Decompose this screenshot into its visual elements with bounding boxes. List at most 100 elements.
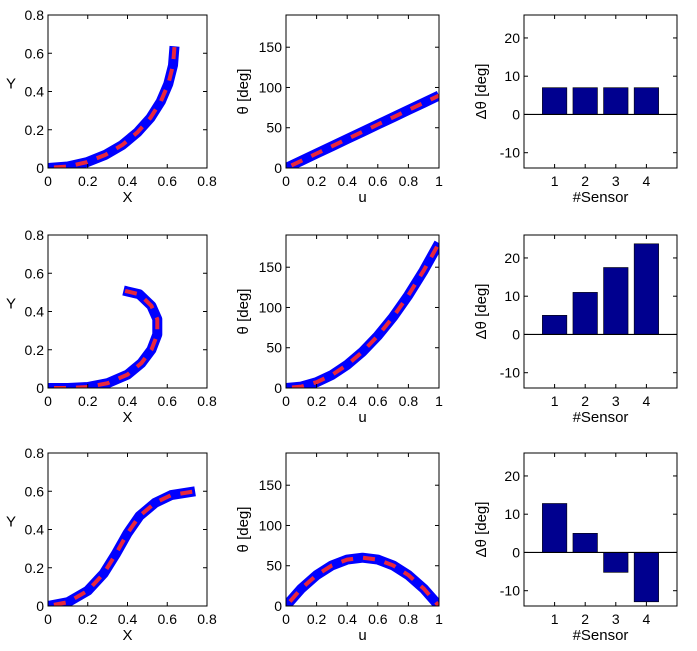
x-axis-label: X: [122, 409, 132, 426]
y-tick-label: 0.4: [25, 304, 45, 320]
x-axis-label: u: [358, 627, 366, 644]
axes-box: [285, 452, 440, 607]
y-tick-label: 0: [512, 326, 520, 342]
series-shape-estimate: [48, 288, 160, 388]
bar-sensor-3: [603, 267, 629, 335]
y-tick-label: 0: [36, 598, 44, 614]
y-axis-label: Y: [6, 296, 16, 313]
x-tick-label: 0.6: [368, 611, 388, 627]
x-tick-label: 0: [282, 393, 290, 409]
bar-sensor-1: [542, 503, 568, 553]
x-tick-label: 0.2: [78, 611, 98, 627]
x-tick-label: 3: [612, 611, 620, 627]
y-axis-label: Y: [6, 76, 16, 93]
x-tick-label: 3: [612, 173, 620, 189]
x-tick-label: 2: [581, 393, 589, 409]
x-tick-label: 0: [282, 173, 290, 189]
x-tick-label: 4: [643, 173, 651, 189]
axes-box: [285, 234, 440, 389]
bar-sensor-2: [572, 292, 598, 335]
x-tick-label: 4: [643, 393, 651, 409]
y-tick-label: 0.8: [25, 445, 45, 461]
x-tick-label: 0.6: [158, 173, 178, 189]
y-tick-label: 0: [274, 598, 282, 614]
x-tick-label: 0: [44, 173, 52, 189]
y-tick-label: 0.6: [25, 45, 45, 61]
x-tick-label: 0: [44, 611, 52, 627]
y-tick-label: 0: [274, 160, 282, 176]
y-tick-label: -10: [500, 583, 520, 599]
x-tick-label: 0.8: [197, 173, 217, 189]
x-tick-label: 0.4: [337, 393, 357, 409]
y-tick-label: -10: [500, 145, 520, 161]
y-tick-label: 0.6: [25, 483, 45, 499]
y-tick-label: 10: [504, 68, 520, 84]
plot-area: [286, 235, 439, 388]
x-tick-label: 0.4: [118, 611, 138, 627]
y-tick-label: 0.4: [25, 84, 45, 100]
x-axis-label: #Sensor: [573, 409, 629, 426]
x-tick-label: 3: [612, 393, 620, 409]
y-tick-label: 0: [274, 380, 282, 396]
subplot-row1-error: 1 2 3 4 -10 0 10 20 #Sensor Δθ [deg]: [473, 14, 678, 206]
subplot-row3-error: 1 2 3 4 -10 0 10 20 #Sensor Δθ [deg]: [473, 452, 678, 644]
x-tick-label: 1: [551, 173, 559, 189]
y-tick-label: 100: [259, 517, 283, 533]
y-axis-label: Y: [6, 514, 16, 531]
subplot-row2-shape: 0 0.2 0.4 0.6 0.8 0 0.2 0.4 0.6 0.8 X Y: [6, 227, 217, 426]
bar-sensor-4: [633, 552, 659, 603]
x-tick-label: 0.8: [399, 173, 419, 189]
x-axis-label: X: [122, 627, 132, 644]
x-tick-label: 0.8: [197, 393, 217, 409]
x-tick-label: 0.2: [307, 393, 327, 409]
x-tick-label: 2: [581, 173, 589, 189]
y-tick-label: 0.4: [25, 522, 45, 538]
x-tick-label: 0.6: [368, 393, 388, 409]
y-tick-label: 100: [259, 299, 283, 315]
y-tick-label: 50: [266, 558, 282, 574]
x-axis-label: #Sensor: [573, 189, 629, 206]
x-tick-label: 0.6: [368, 173, 388, 189]
y-tick-label: 0: [36, 380, 44, 396]
y-tick-label: 20: [504, 468, 520, 484]
subplot-row2-error: 1 2 3 4 -10 0 10 20 #Sensor Δθ [deg]: [473, 234, 678, 426]
y-tick-label: 10: [504, 506, 520, 522]
subplot-row3-theta: 0 0.2 0.4 0.6 0.8 1 0 50 100 150 u θ [deg]: [235, 452, 443, 644]
y-tick-label: 150: [259, 39, 283, 55]
bar-sensor-2: [572, 533, 598, 553]
x-tick-label: 1: [551, 393, 559, 409]
bar-sensor-4: [633, 243, 659, 335]
bar-sensor-1: [542, 315, 568, 335]
series-theta-estimate: [286, 93, 439, 168]
y-axis-label: Δθ [deg]: [473, 64, 490, 120]
y-tick-label: 0.2: [25, 342, 45, 358]
series-shape-estimate: [48, 46, 177, 168]
x-tick-label: 1: [551, 611, 559, 627]
x-tick-label: 0.6: [158, 393, 178, 409]
y-tick-label: 0.2: [25, 560, 45, 576]
plot-area: [48, 235, 207, 388]
x-tick-label: 0.4: [118, 393, 138, 409]
x-tick-label: 1: [435, 173, 443, 189]
axes-box: [523, 234, 678, 389]
subplot-row1-shape: 0 0.2 0.4 0.6 0.8 0 0.2 0.4 0.6 0.8 X Y: [6, 7, 217, 206]
y-tick-label: 50: [266, 120, 282, 136]
x-tick-label: 0: [282, 611, 290, 627]
plot-area: [286, 15, 439, 168]
x-tick-label: 4: [643, 611, 651, 627]
bar-sensor-3: [603, 87, 629, 115]
x-tick-label: 0.4: [118, 173, 138, 189]
x-tick-label: 0.2: [307, 173, 327, 189]
x-tick-label: 0.2: [307, 611, 327, 627]
y-tick-label: 0.2: [25, 122, 45, 138]
bar-sensor-3: [603, 552, 629, 573]
axes-box: [523, 452, 678, 607]
y-tick-label: 20: [504, 30, 520, 46]
x-tick-label: 0.4: [337, 173, 357, 189]
y-axis-label: θ [deg]: [235, 69, 252, 115]
series-theta-estimate: [286, 555, 439, 606]
y-tick-label: 150: [259, 259, 283, 275]
bar-sensor-4: [633, 87, 659, 115]
series-theta-estimate: [286, 242, 439, 388]
